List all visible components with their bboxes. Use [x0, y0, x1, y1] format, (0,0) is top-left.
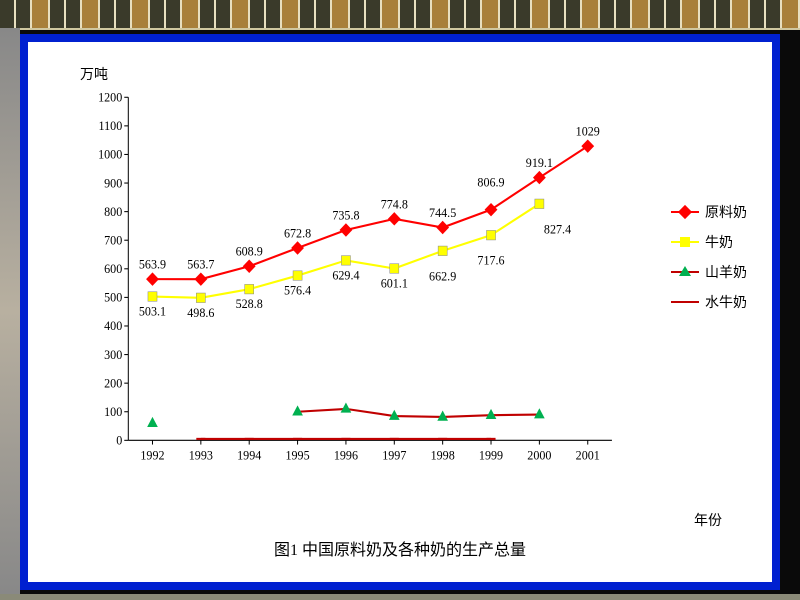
svg-text:2001: 2001 — [576, 448, 600, 462]
chart-svg: 0 100 200 300 400 500 600 700 800 900 1000 1100 1200… — [88, 92, 622, 472]
svg-text:629.4: 629.4 — [332, 268, 359, 282]
legend-item: 山羊奶 — [671, 262, 747, 282]
svg-text:608.9: 608.9 — [236, 244, 263, 258]
svg-text:827.4: 827.4 — [544, 222, 571, 236]
svg-text:1999: 1999 — [479, 448, 503, 462]
svg-text:1029: 1029 — [576, 124, 600, 138]
svg-text:744.5: 744.5 — [429, 206, 456, 220]
y-axis-label: 万吨 — [80, 64, 108, 84]
chart-caption: 图1 中国原料奶及各种奶的生产总量 — [28, 536, 772, 560]
svg-text:1992: 1992 — [140, 448, 164, 462]
outer-frame: 万吨 年份 0 100 200 300 400 500 600 700 800 900 1000 11… — [0, 0, 800, 600]
legend-label: 原料奶 — [705, 202, 747, 222]
legend-item: 原料奶 — [671, 202, 747, 222]
svg-text:200: 200 — [104, 376, 122, 390]
svg-text:800: 800 — [104, 205, 122, 219]
svg-text:717.6: 717.6 — [477, 253, 504, 267]
svg-text:563.9: 563.9 — [139, 257, 166, 271]
svg-text:0: 0 — [116, 433, 122, 447]
svg-text:806.9: 806.9 — [477, 175, 504, 189]
svg-text:662.9: 662.9 — [429, 269, 456, 283]
svg-text:563.7: 563.7 — [187, 257, 214, 271]
svg-text:300: 300 — [104, 348, 122, 362]
svg-text:600: 600 — [104, 262, 122, 276]
svg-text:735.8: 735.8 — [332, 208, 359, 222]
svg-text:700: 700 — [104, 233, 122, 247]
legend-swatch — [671, 295, 699, 309]
svg-text:1200: 1200 — [98, 92, 122, 105]
svg-text:500: 500 — [104, 290, 122, 304]
legend-item: 牛奶 — [671, 232, 747, 252]
legend-label: 牛奶 — [705, 232, 733, 252]
legend-label: 山羊奶 — [705, 262, 747, 282]
svg-text:100: 100 — [104, 405, 122, 419]
svg-text:601.1: 601.1 — [381, 276, 408, 290]
svg-text:774.8: 774.8 — [381, 197, 408, 211]
decorative-bottom-border — [0, 594, 800, 600]
legend: 原料奶牛奶山羊奶水牛奶 — [671, 202, 747, 322]
svg-text:1997: 1997 — [382, 448, 406, 462]
decorative-top-border — [0, 0, 800, 30]
svg-text:400: 400 — [104, 319, 122, 333]
svg-text:1000: 1000 — [98, 147, 122, 161]
svg-text:1996: 1996 — [334, 448, 358, 462]
legend-label: 水牛奶 — [705, 292, 747, 312]
svg-text:498.6: 498.6 — [187, 306, 214, 320]
svg-text:528.8: 528.8 — [236, 297, 263, 311]
legend-swatch — [671, 265, 699, 279]
svg-text:1994: 1994 — [237, 448, 261, 462]
svg-text:1993: 1993 — [189, 448, 213, 462]
svg-text:919.1: 919.1 — [526, 156, 553, 170]
svg-text:672.8: 672.8 — [284, 226, 311, 240]
legend-swatch — [671, 205, 699, 219]
svg-text:1100: 1100 — [99, 119, 123, 133]
chart-area: 万吨 年份 0100200300400500600700800900100011… — [88, 92, 622, 472]
slide-panel: 万吨 年份 0 100 200 300 400 500 600 700 800 900 1000 11… — [20, 34, 780, 590]
legend-swatch — [671, 235, 699, 249]
svg-text:1995: 1995 — [285, 448, 309, 462]
svg-text:576.4: 576.4 — [284, 283, 311, 297]
svg-text:900: 900 — [104, 176, 122, 190]
svg-text:2000: 2000 — [527, 448, 551, 462]
legend-item: 水牛奶 — [671, 292, 747, 312]
x-axis-label: 年份 — [694, 510, 722, 530]
svg-text:1998: 1998 — [431, 448, 455, 462]
svg-text:503.1: 503.1 — [139, 304, 166, 318]
side-shadow — [0, 28, 20, 594]
